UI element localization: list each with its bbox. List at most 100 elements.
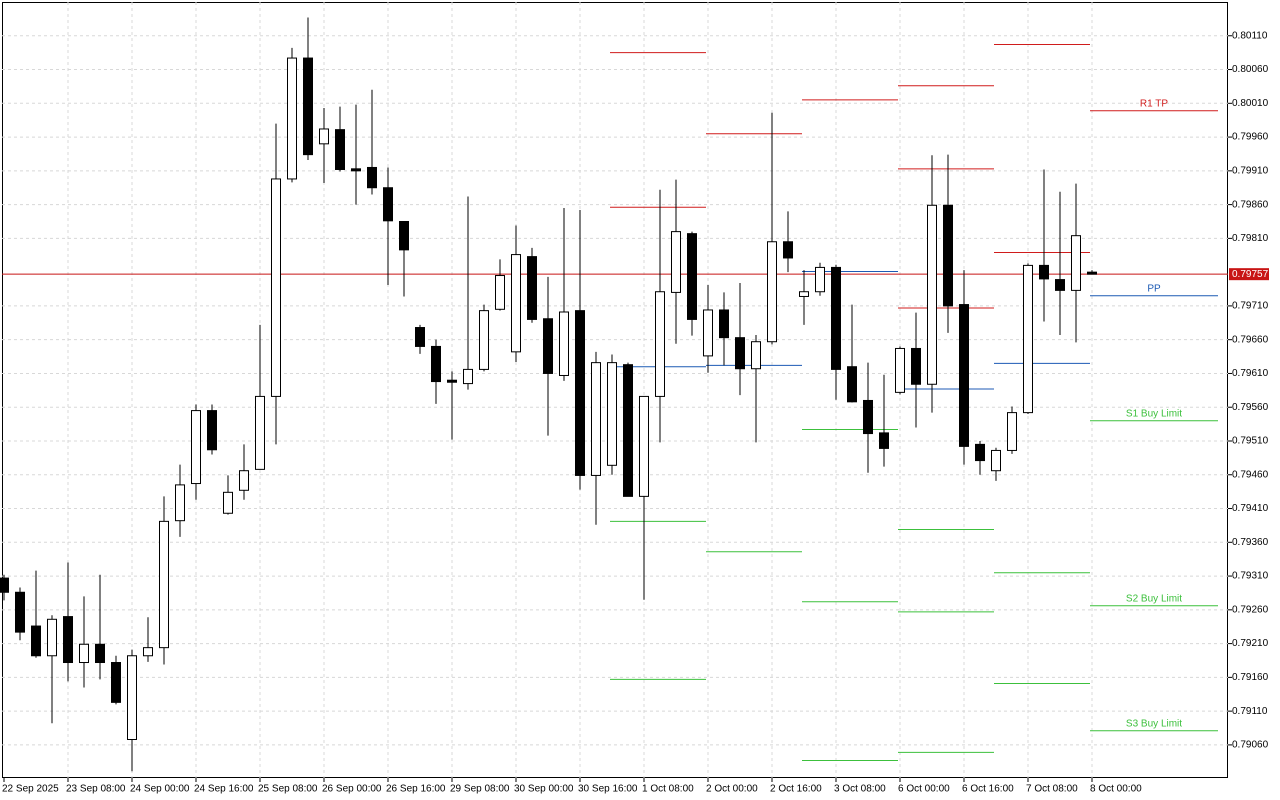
- candle-body: [655, 291, 665, 397]
- candle-body: [367, 166, 377, 189]
- level-label: S1 Buy Limit: [1126, 408, 1182, 419]
- candle-body: [431, 345, 441, 383]
- candle-body: [111, 662, 121, 703]
- candle-body: [767, 241, 777, 343]
- x-tick-label: 25 Sep 08:00: [258, 784, 318, 795]
- y-tick-label: 0.79660: [1232, 334, 1269, 345]
- candle-body: [879, 432, 889, 449]
- candle-body: [319, 128, 329, 145]
- x-tick-label: 22 Sep 2025: [2, 784, 59, 795]
- x-tick-label: 8 Oct 00:00: [1090, 784, 1142, 795]
- candle-body: [127, 655, 137, 741]
- candle-body: [479, 310, 489, 370]
- x-tick-label: 26 Sep 00:00: [322, 784, 382, 795]
- candle-body: [511, 254, 521, 353]
- x-tick-label: 7 Oct 08:00: [1026, 784, 1078, 795]
- candle-body: [671, 231, 681, 293]
- candle-body: [303, 57, 313, 156]
- candle-body: [943, 204, 953, 307]
- x-tick-label: 2 Oct 00:00: [706, 784, 758, 795]
- candle-body: [831, 266, 841, 370]
- price-label: 0.79757: [1232, 269, 1269, 280]
- candle-body: [447, 379, 457, 383]
- x-tick-label: 1 Oct 08:00: [642, 784, 694, 795]
- y-tick-label: 0.79210: [1232, 638, 1269, 649]
- candle-body: [1023, 264, 1033, 414]
- candle-body: [575, 310, 585, 476]
- candle-body: [287, 57, 297, 180]
- candle-body: [191, 410, 201, 485]
- candle-body: [1007, 412, 1017, 451]
- candle-body: [271, 178, 281, 397]
- candle-body: [31, 625, 41, 657]
- candle-body: [159, 520, 169, 649]
- candle-body: [223, 491, 233, 514]
- candle-body: [79, 643, 89, 664]
- x-tick-label: 23 Sep 08:00: [66, 784, 126, 795]
- candle-body: [703, 309, 713, 357]
- y-tick-label: 0.79860: [1232, 199, 1269, 210]
- x-tick-label: 24 Sep 16:00: [194, 784, 254, 795]
- candle-body: [799, 291, 809, 297]
- x-tick-label: 24 Sep 00:00: [130, 784, 190, 795]
- candle-body: [1055, 279, 1065, 291]
- candle-body: [63, 616, 73, 664]
- x-tick-label: 3 Oct 08:00: [834, 784, 886, 795]
- candle-body: [399, 220, 409, 251]
- x-tick-label: 26 Sep 16:00: [386, 784, 446, 795]
- candle-body: [975, 443, 985, 462]
- y-tick-label: 0.80060: [1232, 64, 1269, 75]
- candle-body: [847, 366, 857, 403]
- y-tick-label: 0.79410: [1232, 503, 1269, 514]
- candle-body: [383, 187, 393, 222]
- y-tick-label: 0.80010: [1232, 98, 1269, 109]
- candle-body: [1087, 271, 1097, 275]
- x-tick-label: 29 Sep 08:00: [450, 784, 510, 795]
- candle-body: [687, 233, 697, 320]
- candle-body: [863, 399, 873, 435]
- candle-body: [175, 484, 185, 522]
- candle-body: [911, 347, 921, 385]
- candle-body: [335, 129, 345, 170]
- x-tick-label: 30 Sep 16:00: [578, 784, 638, 795]
- y-tick-label: 0.79560: [1232, 402, 1269, 413]
- candle-body: [1071, 235, 1081, 291]
- x-tick-label: 2 Oct 16:00: [770, 784, 822, 795]
- y-tick-label: 0.79060: [1232, 740, 1269, 751]
- candle-body: [559, 311, 569, 376]
- level-label: PP: [1147, 283, 1161, 294]
- candle-body: [207, 410, 217, 451]
- y-tick-label: 0.79110: [1232, 706, 1268, 717]
- candle-body: [143, 647, 153, 657]
- candle-body: [527, 256, 537, 320]
- y-tick-label: 0.79160: [1232, 672, 1269, 683]
- x-tick-label: 6 Oct 00:00: [898, 784, 950, 795]
- y-tick-label: 0.79360: [1232, 537, 1269, 548]
- candle-body: [735, 337, 745, 370]
- candle-body: [15, 591, 25, 633]
- candle-body: [239, 470, 249, 491]
- y-tick-label: 0.79260: [1232, 604, 1269, 615]
- candle-body: [783, 241, 793, 259]
- x-tick-label: 30 Sep 00:00: [514, 784, 574, 795]
- y-tick-label: 0.79710: [1232, 301, 1269, 312]
- candle-body: [623, 364, 633, 497]
- level-label: S3 Buy Limit: [1126, 718, 1182, 729]
- candle-body: [543, 318, 553, 374]
- candle-body: [47, 618, 57, 657]
- candle-body: [255, 395, 265, 470]
- candle-body: [351, 168, 361, 172]
- x-tick-label: 6 Oct 16:00: [962, 784, 1014, 795]
- candle-body: [927, 204, 937, 385]
- y-tick-label: 0.79810: [1232, 233, 1269, 244]
- candle-body: [815, 266, 825, 293]
- candle-body: [607, 362, 617, 466]
- y-tick-label: 0.79960: [1232, 132, 1269, 143]
- candle-body: [0, 577, 9, 593]
- candle-body: [959, 304, 969, 447]
- y-tick-label: 0.79310: [1232, 571, 1269, 582]
- candle-body: [463, 368, 473, 385]
- candle-body: [895, 347, 905, 393]
